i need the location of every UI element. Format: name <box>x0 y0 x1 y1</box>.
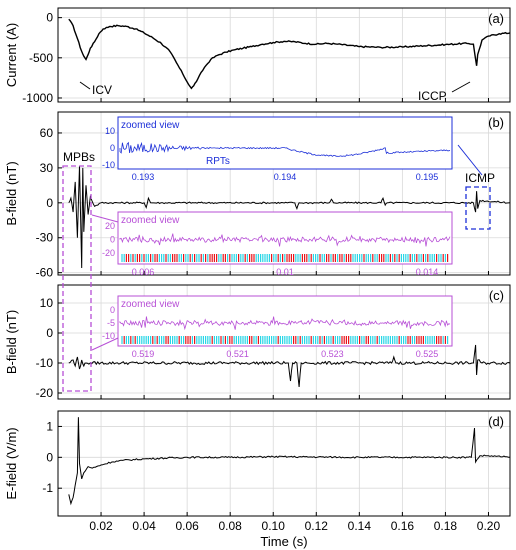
inset-y-tick-label: 20 <box>105 221 115 231</box>
inset-x-tick-label: 0.523 <box>321 349 344 359</box>
zoomed-inset: zoomed view 0.519 0.521 0.523 0.525 0 -5 -10 <box>102 295 453 359</box>
inset-y-tick-label: 0 <box>110 235 115 245</box>
x-tick-label: 0.16 <box>391 519 415 533</box>
inset-label: zoomed view <box>121 215 180 226</box>
inset-x-tick-label: 0.194 <box>274 172 297 182</box>
mpbs-arrow-b <box>91 214 119 223</box>
y-axis-label: B-field (nT) <box>4 161 19 225</box>
panel-tag: (d) <box>488 414 504 429</box>
series-line <box>68 18 511 90</box>
axes-box <box>57 410 511 517</box>
inset-trace <box>119 233 451 247</box>
series-line <box>68 344 511 388</box>
inset-label: zoomed view <box>121 299 180 310</box>
y-tick-label: -10 <box>36 356 54 370</box>
annotation-icv: ICV <box>92 83 112 97</box>
panel-tag: (c) <box>489 288 504 303</box>
y-tick-label: 0 <box>46 11 53 25</box>
y-tick-label: -30 <box>36 231 54 245</box>
inset-label: zoomed view <box>121 120 180 131</box>
inset-y-tick-label: 0 <box>110 305 115 315</box>
y-tick-label: 0 <box>46 450 53 464</box>
x-tick-label: 0.02 <box>89 519 113 533</box>
panel-tag: (b) <box>488 115 504 130</box>
x-axis-label: Time (s) <box>260 534 307 549</box>
inset-y-tick-label: -5 <box>107 318 115 328</box>
x-tick-label: 0.10 <box>262 519 286 533</box>
x-tick-label: 0.04 <box>132 519 156 533</box>
annotation-iccp: ICCP <box>418 89 447 103</box>
x-tick-label: 0.20 <box>477 519 501 533</box>
y-tick-label: 30 <box>40 161 54 175</box>
y-tick-label: -1 <box>42 481 53 495</box>
icmp-arrow <box>457 144 483 176</box>
inset-y-tick-label: -10 <box>102 331 115 341</box>
annotation-mpbs: MPBs <box>63 150 95 164</box>
zoomed-inset: zoomed view 0.006 0.01 0.014 20 0 -20 <box>102 211 453 277</box>
x-tick-label: 0.08 <box>219 519 243 533</box>
y-tick-label: -20 <box>36 386 54 400</box>
mpbs-arrow-c <box>91 337 119 351</box>
annotation-arrow <box>79 81 91 90</box>
inset-x-tick-label: 0.195 <box>416 172 439 182</box>
axes-box <box>57 284 511 400</box>
x-tick-label: 0.14 <box>348 519 372 533</box>
series-line <box>68 165 511 269</box>
inset-x-tick-label: 0.193 <box>132 172 155 182</box>
annotation-rpts: RPTs <box>206 156 230 167</box>
inset-y-tick-label: 10 <box>105 126 115 136</box>
panel-tag: (a) <box>488 11 504 26</box>
y-axis-label: B-field (nT) <box>4 310 19 374</box>
inset-x-tick-label: 0.521 <box>226 349 249 359</box>
inset-y-tick-label: -20 <box>102 248 115 258</box>
panel-d: 1 0 -1 E-field (V/m) (d) <box>4 410 511 517</box>
inset-trace <box>119 316 451 331</box>
inset-y-tick-label: 0 <box>110 143 115 153</box>
x-tick-label: 0.06 <box>175 519 199 533</box>
y-tick-label: 10 <box>40 296 54 310</box>
x-tick-label: 0.18 <box>434 519 458 533</box>
series-line <box>68 417 511 506</box>
x-tick-label: 0.12 <box>305 519 329 533</box>
inset-frame <box>117 116 453 170</box>
y-tick-label: -60 <box>36 266 54 280</box>
inset-x-tick-label: 0.014 <box>416 267 439 277</box>
y-tick-label: 1 <box>46 419 53 433</box>
annotation-arrow <box>451 81 471 93</box>
inset-x-tick-label: 0.519 <box>132 349 155 359</box>
inset-trace <box>119 141 451 157</box>
annotation-icmp: ICMP <box>465 171 495 185</box>
icmp-highlight-box <box>465 186 491 230</box>
axes-box <box>57 7 511 103</box>
inset-x-tick-label: 0.525 <box>416 349 439 359</box>
y-tick-label: -500 <box>29 51 53 65</box>
mpbs-highlight-box <box>62 165 92 392</box>
y-axis-label: E-field (V/m) <box>4 427 19 499</box>
axes-box <box>57 111 511 276</box>
y-axis-label: Current (A) <box>4 23 19 87</box>
y-tick-label: -1000 <box>22 91 53 105</box>
y-tick-label: 60 <box>40 126 54 140</box>
zoomed-inset: zoomed view 0.193 0.194 0.195 10 0 -10 <box>102 116 453 182</box>
y-tick-label: 0 <box>46 326 53 340</box>
y-tick-label: 0 <box>46 196 53 210</box>
inset-x-tick-label: 0.006 <box>132 267 155 277</box>
inset-y-tick-label: -10 <box>102 160 115 170</box>
inset-x-tick-label: 0.01 <box>276 267 294 277</box>
